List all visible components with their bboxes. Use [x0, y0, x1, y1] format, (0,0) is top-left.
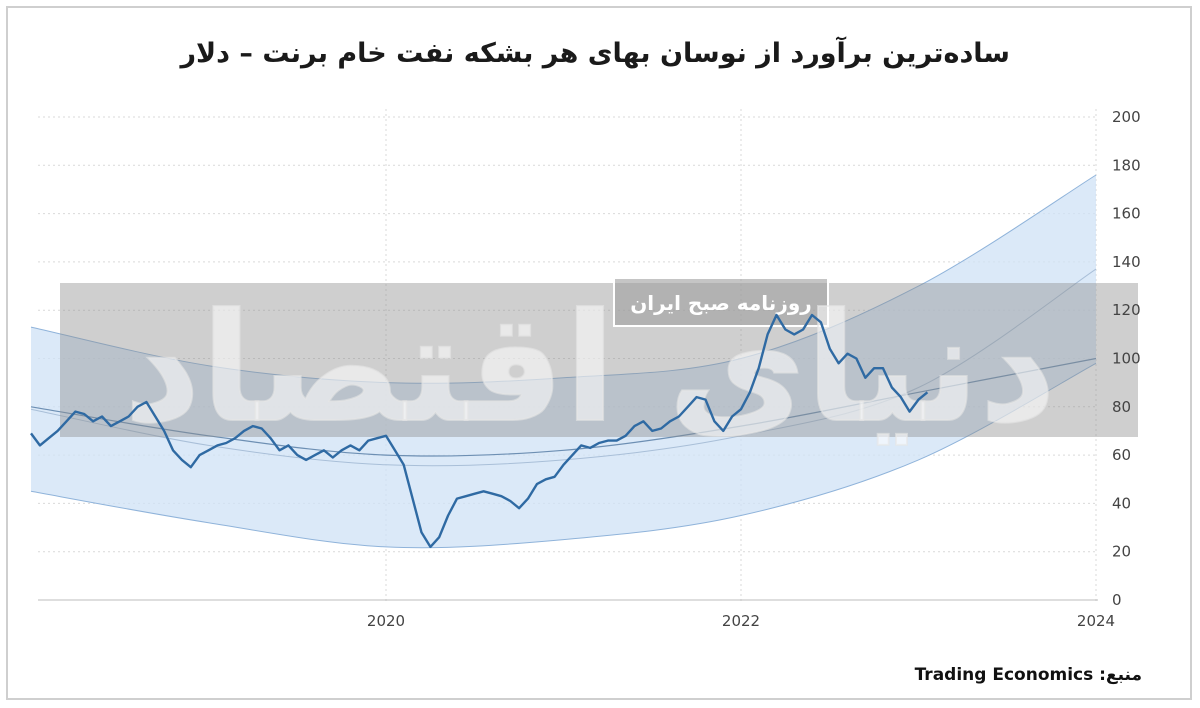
- x-tick-label-2022: 2022: [722, 612, 760, 630]
- y-tick-label-200: 200: [1112, 108, 1141, 126]
- y-tick-label-0: 0: [1112, 591, 1122, 609]
- watermark-stamp-text: روزنامه صبح ایران: [630, 291, 812, 315]
- y-tick-label-160: 160: [1112, 205, 1141, 223]
- y-tick-label-40: 40: [1112, 494, 1131, 512]
- y-tick-label-140: 140: [1112, 253, 1141, 271]
- x-tick-label-2020: 2020: [367, 612, 405, 630]
- y-tick-label-180: 180: [1112, 156, 1141, 174]
- trend-curve: [30, 357, 1097, 457]
- source-note: منبع: Trading Economics: [915, 665, 1142, 685]
- y-tick-label-60: 60: [1112, 446, 1131, 464]
- watermark-logo-text: دنیای اقتصاد: [124, 282, 1057, 456]
- brent-price-line: [30, 313, 929, 549]
- forecast-band-mid-curve: [30, 268, 1097, 467]
- price-line-layer: [30, 313, 929, 549]
- tick-label-layer: 0 20 40 60 80 100 120 140 160 180 200 2020 2022 2024: [367, 108, 1141, 630]
- y-tick-label-20: 20: [1112, 543, 1131, 561]
- forecast-band-upper-edge: [30, 174, 1097, 384]
- forecast-band-lower-edge: [30, 362, 1097, 549]
- x-tick-label-2024: 2024: [1077, 612, 1115, 630]
- y-tick-label-120: 120: [1112, 301, 1141, 319]
- y-tick-label-80: 80: [1112, 398, 1131, 416]
- watermark-strip: [60, 283, 1138, 437]
- watermark-stamp-box: [613, 277, 829, 327]
- y-tick-label-100: 100: [1112, 350, 1141, 368]
- source-label: منبع:: [1099, 665, 1142, 685]
- chart-title: ساده‌ترین برآورد از نوسان بهای هر بشکه ن…: [180, 38, 1010, 69]
- source-name: Trading Economics: [914, 665, 1094, 685]
